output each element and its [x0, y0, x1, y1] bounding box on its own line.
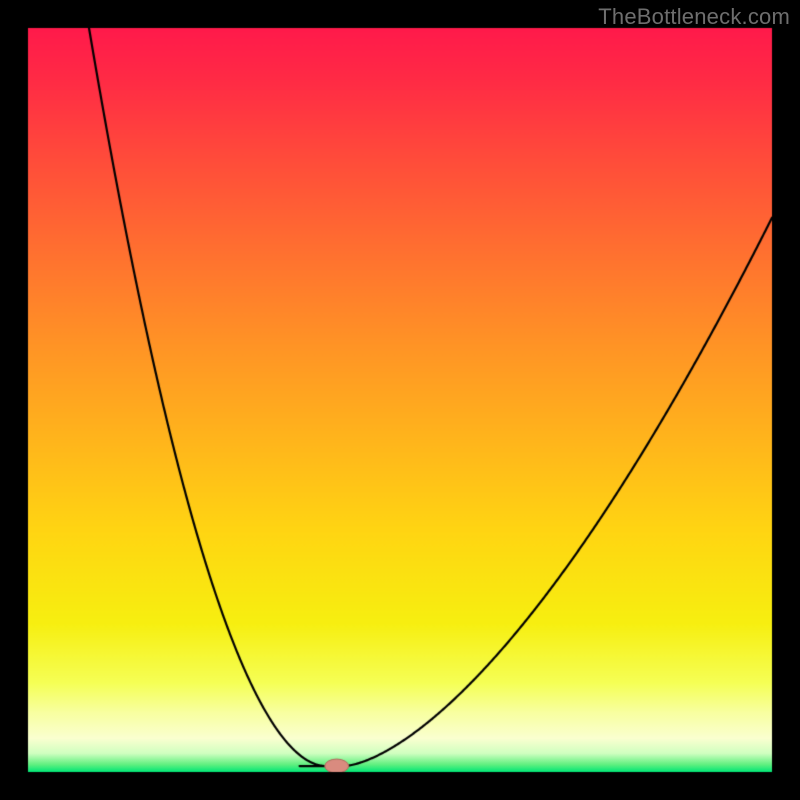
watermark-text: TheBottleneck.com: [598, 4, 790, 30]
bottleneck-chart-canvas: [0, 0, 800, 800]
